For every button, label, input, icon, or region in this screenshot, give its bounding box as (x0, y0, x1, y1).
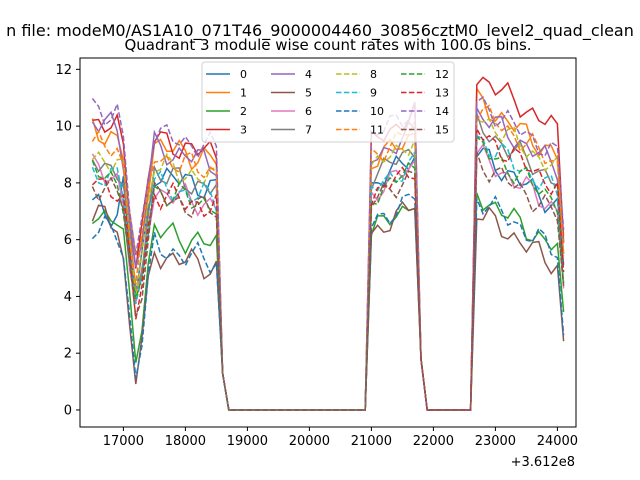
series-line-7 (91, 113, 565, 411)
y-tick-label: 2 (64, 347, 72, 362)
x-tick-label: 21000 (351, 434, 392, 449)
series-line-15 (91, 151, 565, 411)
series-line-5 (91, 200, 565, 411)
series-line-0 (91, 147, 565, 411)
y-tick-label: 8 (64, 176, 72, 191)
x-offset-label: +3.612e8 (511, 455, 575, 470)
y-tick-label: 12 (55, 63, 72, 78)
legend-label-8: 8 (370, 68, 377, 81)
legend-label-6: 6 (305, 105, 312, 118)
series-layer (91, 76, 565, 411)
figure-suptitle: n file: modeM0/AS1A10_071T46_9000004460_… (6, 21, 634, 41)
legend-label-10: 10 (370, 105, 384, 118)
x-tick-label: 18000 (165, 434, 206, 449)
legend-label-15: 15 (435, 124, 449, 137)
legend-label-14: 14 (435, 105, 449, 118)
chart-title: Quadrant 3 module wise count rates with … (124, 36, 531, 54)
legend-label-5: 5 (305, 87, 312, 100)
y-tick-label: 6 (64, 233, 72, 248)
legend-label-4: 4 (305, 68, 312, 81)
y-tick-label: 0 (64, 403, 72, 418)
legend-label-3: 3 (240, 124, 247, 137)
series-line-6 (91, 143, 565, 411)
series-line-10 (91, 193, 565, 411)
x-tick-label: 20000 (289, 434, 330, 449)
series-line-9 (91, 134, 565, 411)
legend-label-2: 2 (240, 105, 247, 118)
legend-box (201, 61, 455, 143)
legend-label-9: 9 (370, 87, 377, 100)
series-line-2 (91, 192, 565, 411)
x-tick-label: 22000 (413, 434, 454, 449)
y-tick-label: 4 (64, 290, 72, 305)
y-tick-label: 10 (55, 120, 72, 135)
legend-label-1: 1 (240, 87, 247, 100)
plot-frame (79, 57, 577, 428)
legend-label-11: 11 (370, 124, 384, 137)
x-tick-label: 24000 (537, 434, 578, 449)
x-tick-label: 17000 (103, 434, 144, 449)
series-line-4 (91, 105, 565, 411)
legend-label-0: 0 (240, 68, 247, 81)
legend-label-13: 13 (435, 87, 449, 100)
axes-layer: 17000 18000 19000 20000 21000 22000 23000 24000… (55, 57, 578, 449)
legend-label-12: 12 (435, 68, 449, 81)
series-line-11 (91, 104, 565, 411)
x-tick-label: 23000 (475, 434, 516, 449)
legend-label-7: 7 (305, 124, 312, 137)
x-tick-label: 19000 (227, 434, 268, 449)
